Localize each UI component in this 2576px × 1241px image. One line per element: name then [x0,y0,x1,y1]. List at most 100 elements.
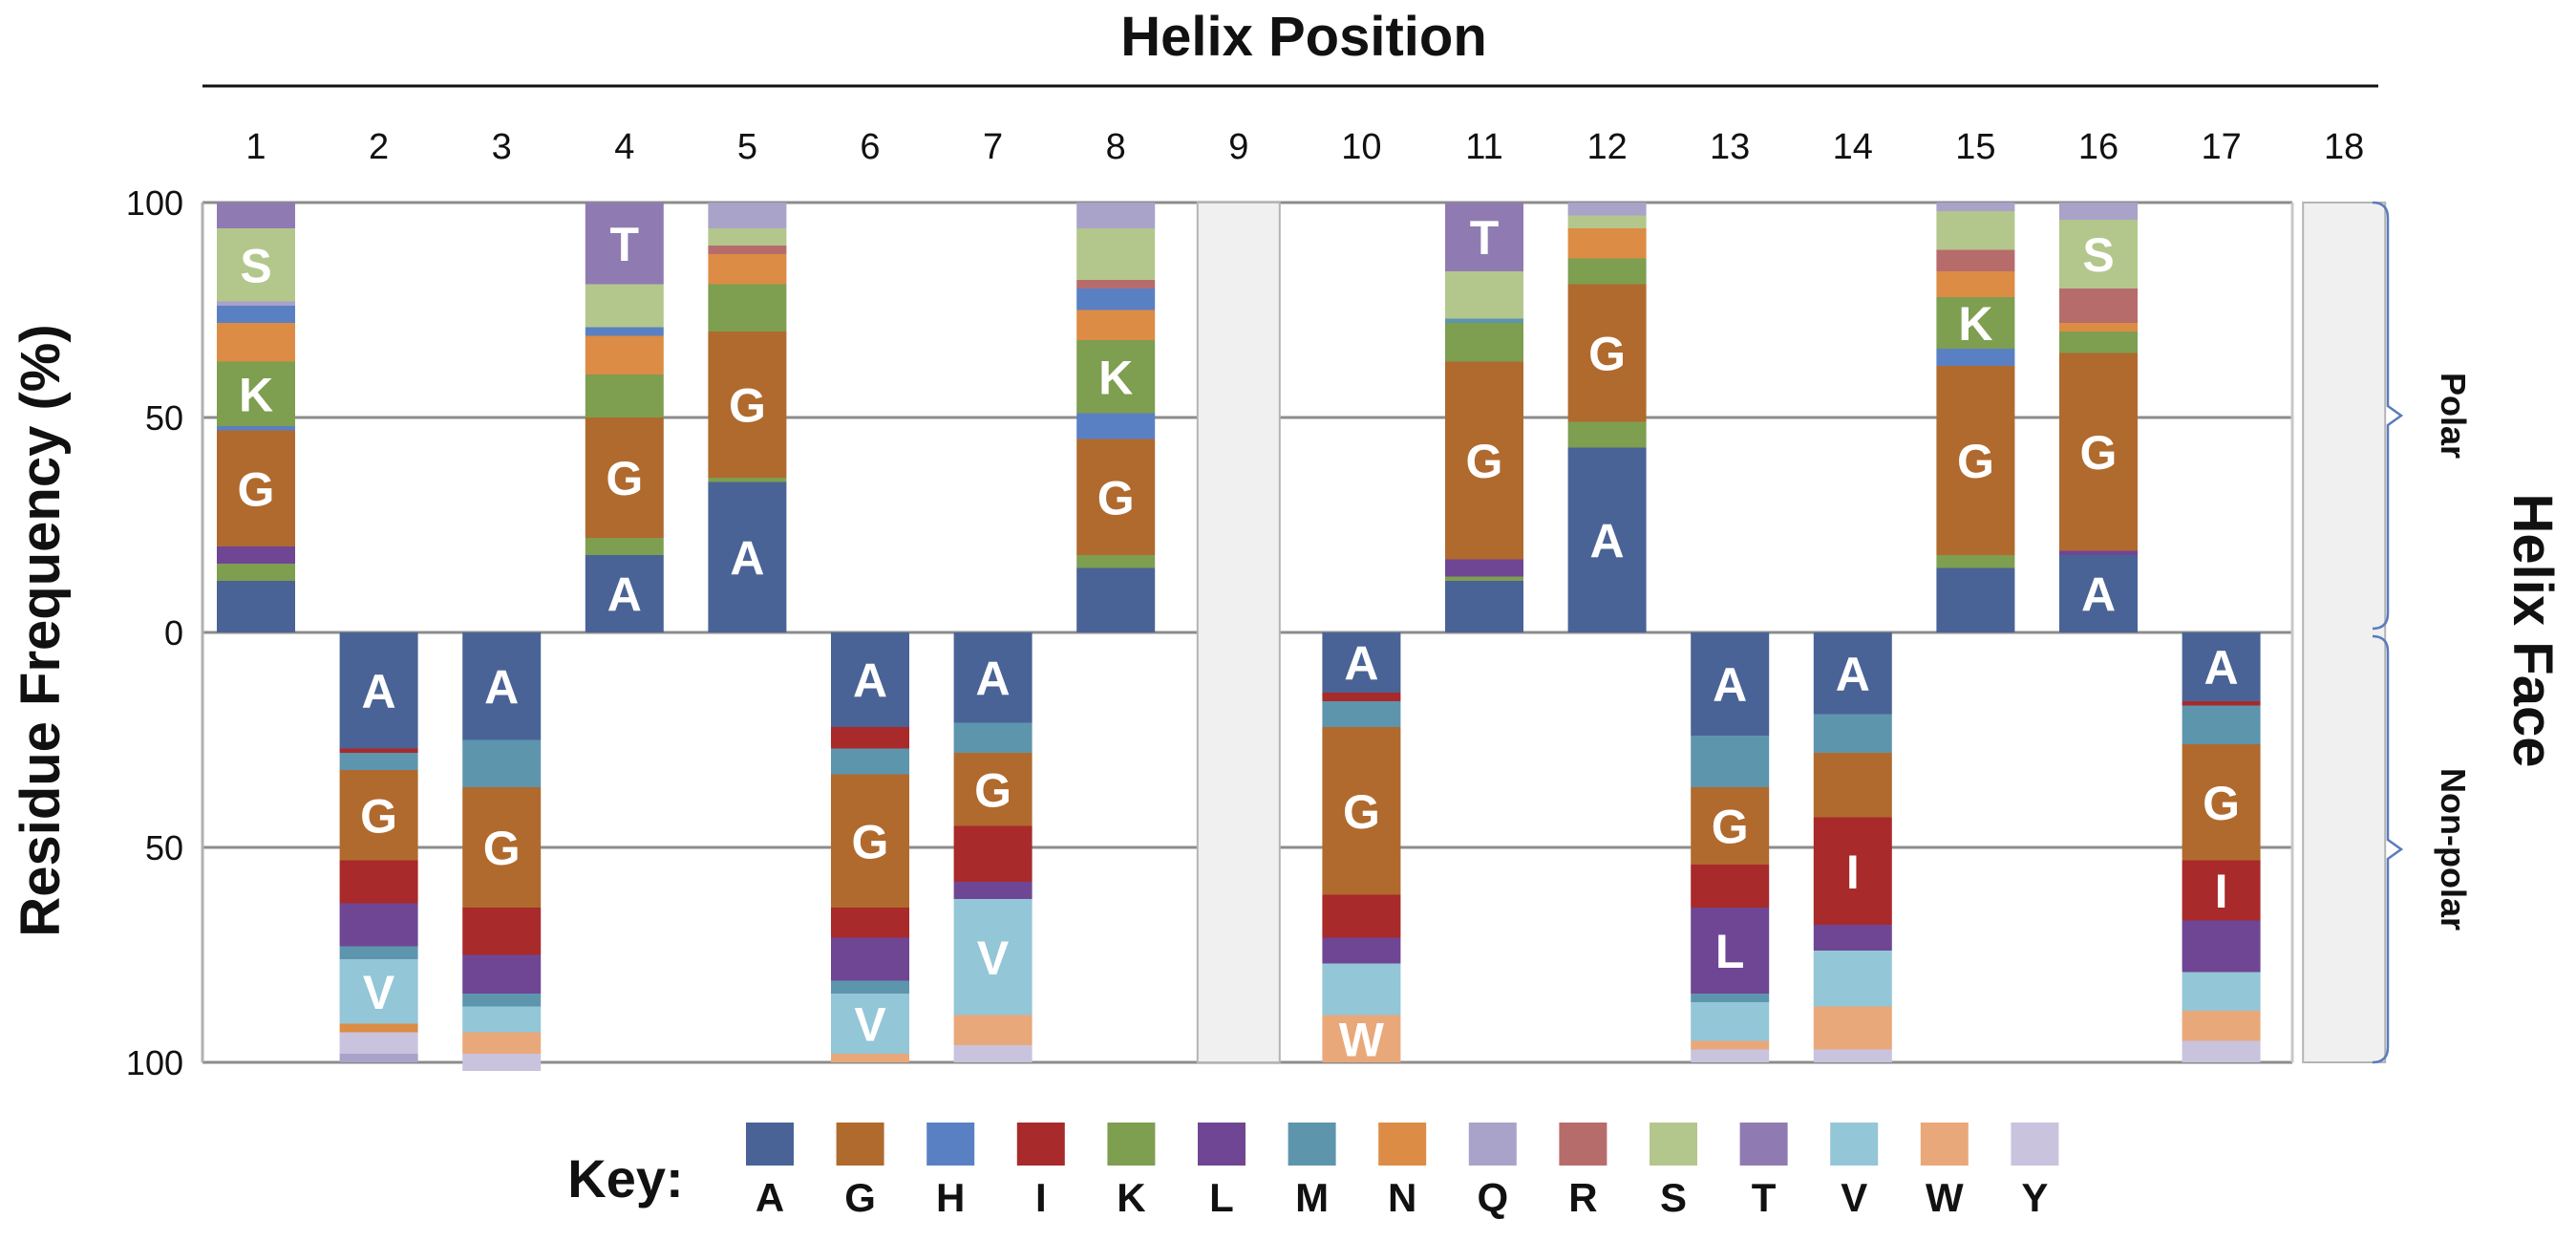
bar-segment-W [1813,1006,1892,1050]
bar-position-17: A GI [2182,632,2261,1062]
bar-segment-V [1813,951,1892,1007]
bar-segment-L [1445,559,1523,577]
bar-position-12: AG [1567,203,1647,632]
bar-segment-W [1322,1015,1401,1062]
bar-segment-A [831,632,909,727]
bar-segment-N [708,254,787,285]
bar-segment-N [1076,310,1156,340]
bar-segment-K [1936,297,2015,349]
bar-position-2: A G V [339,632,418,1062]
bar-segment-S [1936,211,2015,250]
position-label: 17 [2201,127,2241,167]
y-tick-label: 100 [126,1043,183,1082]
bar-segment-R [2059,289,2138,323]
bar-segment-I [1322,894,1401,938]
segment-label: A [1836,648,1870,701]
face-bracket [2372,634,2404,1064]
y-tick-label: 50 [145,398,183,438]
bar-segment-K [1567,421,1647,448]
key-label: W [1926,1175,1964,1220]
bar-position-11: GT [1445,203,1523,632]
position-label: 2 [369,127,389,167]
key-label: A [756,1175,784,1220]
bar-segment-M [339,753,418,770]
residue-key: Key: A G H I K L M N Q R S T V W Y [567,1123,2059,1220]
position-label: 13 [1710,127,1750,167]
key-label: T [1752,1175,1777,1220]
segment-label: A [1344,637,1378,691]
bar-segment-M [1445,318,1523,323]
bar-segment-N [2059,323,2138,332]
segment-label: S [240,239,271,292]
segment-label: G [360,789,397,843]
bar-segment-N [1567,228,1647,259]
bar-position-13: A G L [1691,632,1770,1062]
key-label: R [1568,1175,1597,1220]
key-label: M [1295,1175,1329,1220]
bar-segment-K [1076,340,1156,414]
bar-segment-L [1813,925,1892,951]
bar-segment-I [953,825,1033,882]
segment-label: G [1588,328,1626,381]
bar-segment-I [2182,860,2261,921]
bar-segment-H [217,306,295,323]
segment-label: G [483,822,521,875]
bar-segment-G [585,417,664,538]
bar-segment-Y [2182,1040,2261,1062]
face-bracket [2372,201,2404,631]
segment-label: I [1846,845,1860,899]
bar-segment-G [1322,727,1401,895]
key-swatch-M [1288,1123,1336,1166]
bar-segment-A [1445,581,1523,632]
bar-segment-G [217,430,295,546]
position-label: 12 [1586,127,1627,167]
blank-column-9 [1196,202,1281,1063]
position-label: 16 [2078,127,2118,167]
bar-segment-W [462,1032,542,1054]
key-swatch-L [1198,1123,1245,1166]
bar-segment-H [217,426,295,431]
segment-label: G [1466,435,1503,488]
bar-segment-K [1445,323,1523,362]
bar-segment-M [2182,705,2261,744]
key-label: H [936,1175,965,1220]
bar-segment-A [2059,555,2138,632]
segment-label: S [2082,228,2114,282]
bar-segment-K [217,564,295,581]
bar-segment-A [1076,567,1156,632]
bar-segment-L [2182,920,2261,973]
bar-segment-G [462,787,542,908]
bar-segment-A [953,632,1033,723]
key-swatch-I [1016,1123,1065,1166]
bar-segment-N [585,335,664,374]
bar-segment-M [1322,701,1401,727]
bar-segment-K [1567,258,1647,285]
bar-position-14: AI [1813,632,1892,1062]
segment-label: G [1957,435,1994,488]
bar-position-10: A G W [1322,632,1401,1066]
bar-segment-L [831,937,909,981]
bar-segment-T [585,203,664,285]
bar-segment-I [1691,865,1770,908]
bar-segment-T [217,203,295,228]
bar-segment-H [1076,289,1156,310]
stacked-bars: GKSAGTAGGKGTAGGKAGSAGVAGAGVAGVAGWAGLAIAG… [217,202,2387,1071]
bar-segment-L [1322,937,1401,964]
bar-segment-S [217,228,295,302]
bar-segment-V [1322,963,1401,1016]
bar-segment-H [585,327,664,336]
face-label: Polar [2434,373,2473,459]
key-swatch-V [1830,1123,1879,1166]
key-swatch-T [1739,1123,1788,1166]
bar-segment-L [953,882,1033,899]
bar-segment-W [1691,1040,1770,1050]
segment-label: A [2204,641,2239,695]
bar-segment-K [708,284,787,332]
bar-segment-G [339,770,418,861]
position-label: 4 [614,127,634,167]
key-swatch-H [926,1123,975,1166]
bar-segment-K [585,374,664,417]
position-label: 9 [1228,127,1248,167]
segment-label: G [238,462,275,516]
bar-segment-S [585,284,664,328]
